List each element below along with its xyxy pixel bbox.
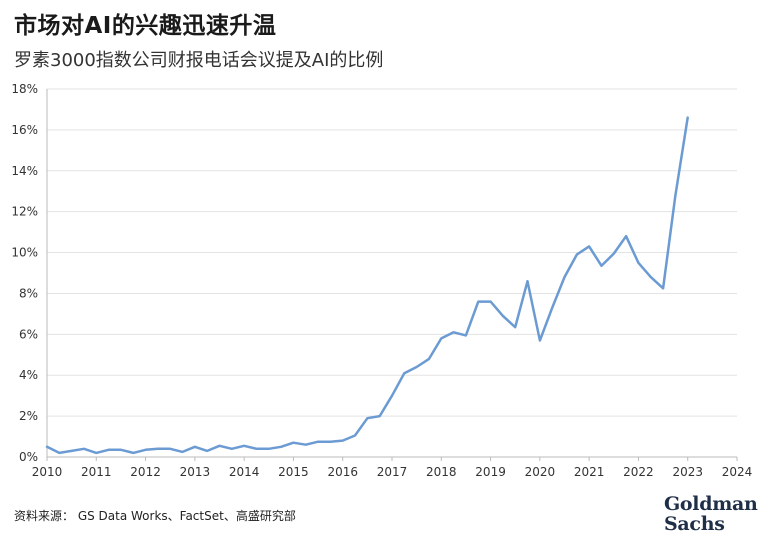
chart-title: 市场对AI的兴趣迅速升温: [14, 13, 277, 39]
y-tick-label: 0%: [19, 450, 38, 464]
logo-line-1: Goldman: [664, 493, 758, 515]
x-tick-label: 2023: [672, 465, 703, 479]
x-tick-label: 2016: [327, 465, 358, 479]
x-tick-label: 2024: [722, 465, 753, 479]
y-tick-label: 12%: [11, 205, 38, 219]
x-tick-label: 2010: [32, 465, 63, 479]
x-tick-label: 2012: [130, 465, 161, 479]
y-tick-label: 4%: [19, 368, 38, 382]
y-tick-label: 2%: [19, 409, 38, 423]
x-tick-label: 2020: [525, 465, 556, 479]
y-tick-label: 18%: [11, 82, 38, 96]
logo-line-2: Sachs: [664, 513, 725, 535]
x-tick-label: 2018: [426, 465, 457, 479]
y-tick-label: 14%: [11, 164, 38, 178]
x-tick-label: 2013: [180, 465, 211, 479]
x-tick-label: 2015: [278, 465, 309, 479]
series-line: [45, 116, 689, 455]
x-tick-label: 2019: [475, 465, 506, 479]
x-tick-label: 2021: [574, 465, 605, 479]
y-tick-label: 10%: [11, 246, 38, 260]
y-tick-label: 16%: [11, 123, 38, 137]
y-tick-label: 6%: [19, 327, 38, 341]
x-tick-label: 2014: [229, 465, 260, 479]
chart-subtitle: 罗素3000指数公司财报电话会议提及AI的比例: [14, 50, 384, 71]
x-tick-label: 2011: [81, 465, 112, 479]
x-tick-label: 2022: [623, 465, 654, 479]
x-tick-label: 2017: [377, 465, 408, 479]
source-note: 资料来源： GS Data Works、FactSet、高盛研究部: [14, 509, 296, 523]
goldman-sachs-logo: Goldman Sachs: [664, 494, 759, 534]
y-tick-label: 8%: [19, 286, 38, 300]
